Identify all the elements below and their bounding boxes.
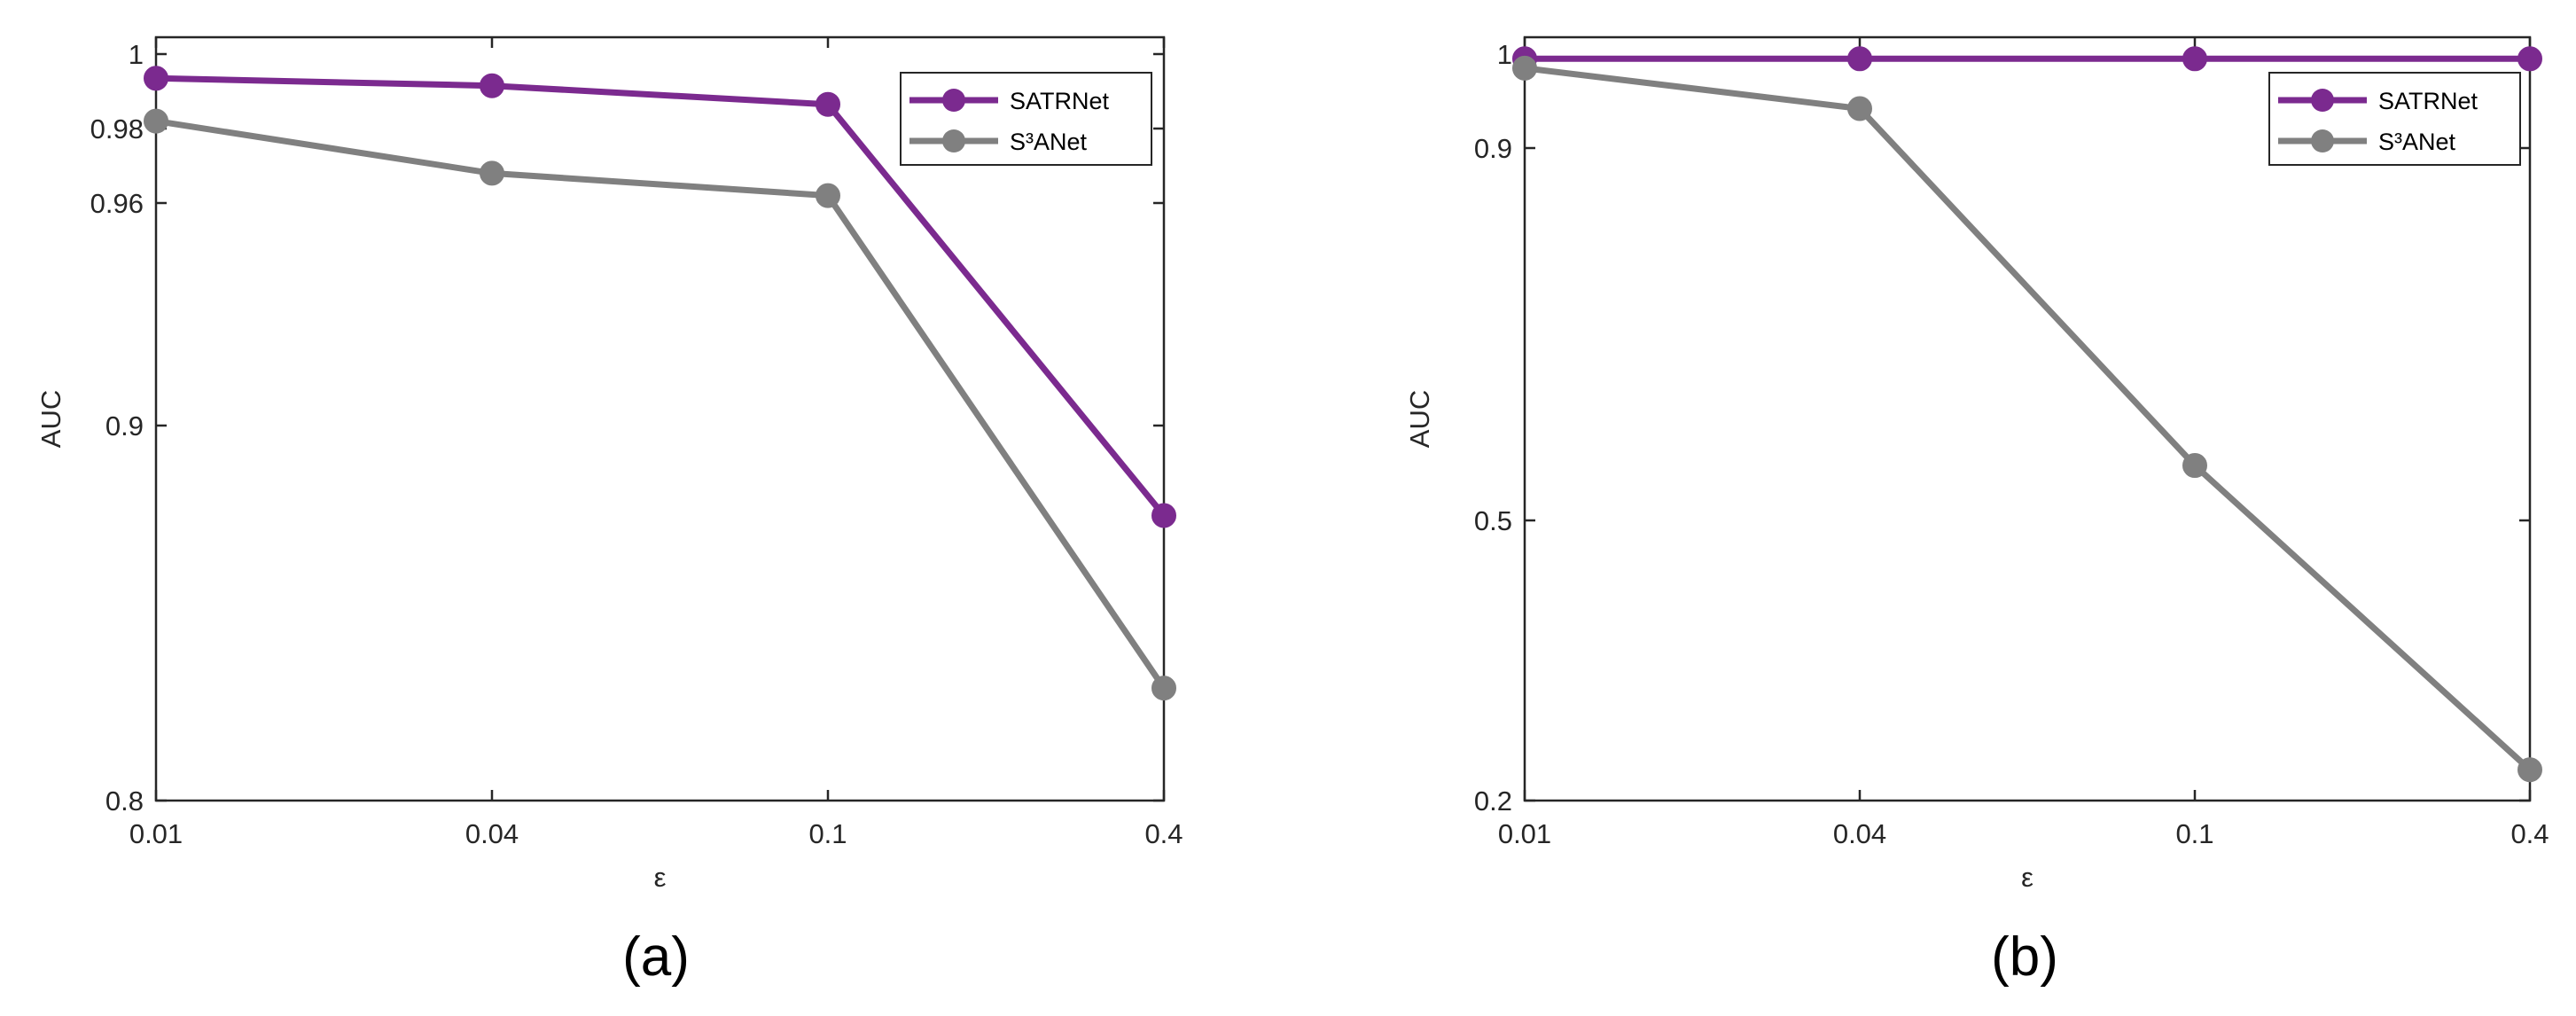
legend-marker [942, 89, 965, 112]
legend: SATRNet S³ANet [2268, 72, 2521, 166]
series-line [155, 74, 1167, 518]
legend-box [900, 72, 1152, 166]
plot-frame [1523, 35, 2532, 802]
data-point [1151, 503, 1176, 528]
x-axis-label: ε [2021, 862, 2033, 893]
x-tick-label: 0.01 [1498, 818, 1551, 849]
series-line [1524, 65, 2533, 772]
data-point [816, 183, 840, 208]
data-point [1151, 676, 1176, 701]
plot-frame [154, 35, 1166, 802]
chart-panel: 0.2 0.5 0.9 1 0.01 0.04 0.1 0.4 ε AUC SATRNet S³ANe… [1404, 35, 2549, 988]
data-point [2517, 46, 2542, 72]
legend-label: S³ANet [1010, 129, 1088, 155]
y-tick-label: 0.5 [1474, 505, 1512, 536]
data-point [480, 160, 504, 186]
legend-label: SATRNet [2378, 88, 2478, 114]
legend-label: SATRNet [1010, 88, 1110, 114]
data-point [1512, 55, 1537, 81]
y-tick-label: 0.98 [90, 113, 144, 145]
y-tick-label: 1 [1497, 39, 1512, 70]
x-tick-label: 0.1 [808, 818, 847, 849]
y-tick-label: 0.8 [105, 785, 144, 817]
data-point [2182, 46, 2207, 72]
data-point [816, 91, 840, 117]
data-point [144, 108, 168, 134]
x-axis-label: ε [654, 862, 667, 893]
legend-marker [2311, 89, 2334, 112]
data-point [1847, 46, 1872, 72]
y-tick-label: 0.2 [1474, 785, 1512, 817]
y-axis-label: AUC [35, 390, 66, 448]
chart-panel: 0.8 0.9 0.96 0.98 1 0.01 0.04 0.1 0.4 ε AUC SATRNet… [35, 35, 1183, 988]
x-tick-label: 0.01 [129, 818, 183, 849]
x-tick-label: 0.1 [2175, 818, 2213, 849]
legend-marker [2311, 129, 2334, 152]
legend: SATRNet S³ANet [900, 72, 1152, 166]
data-point [480, 73, 504, 98]
data-point [144, 66, 168, 91]
panel-label: (b) [1991, 926, 2058, 988]
legend-marker [942, 129, 965, 152]
x-tick-label: 0.04 [1833, 818, 1886, 849]
legend-box [2268, 72, 2521, 166]
data-point [1847, 96, 1872, 121]
legend-label: S³ANet [2378, 129, 2456, 155]
data-point [2182, 453, 2207, 479]
y-tick-label: 0.9 [1474, 133, 1512, 164]
x-tick-label: 0.4 [1144, 818, 1183, 849]
series-line [155, 118, 1167, 691]
x-tick-label: 0.4 [2510, 818, 2549, 849]
y-tick-label: 0.96 [90, 188, 144, 219]
y-axis-label: AUC [1404, 390, 1435, 448]
panel-label: (a) [622, 926, 690, 988]
data-point [2517, 757, 2542, 783]
x-tick-label: 0.04 [465, 818, 519, 849]
y-tick-label: 0.9 [105, 410, 144, 442]
y-tick-label: 1 [129, 39, 144, 70]
